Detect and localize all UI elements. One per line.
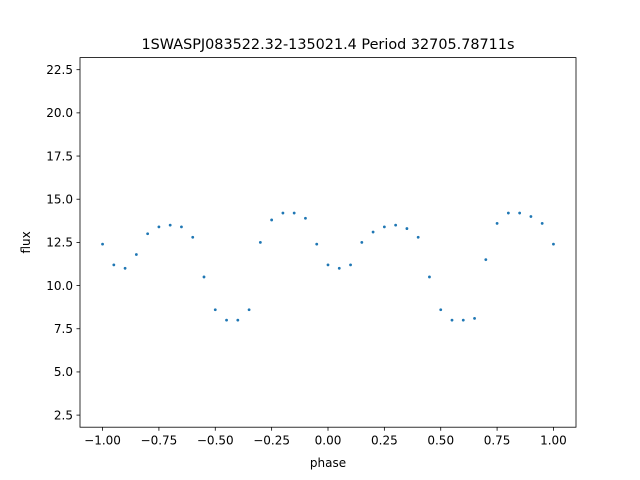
x-tick-label: 1.00 [540,434,567,448]
chart-title: 1SWASPJ083522.32-135021.4 Period 32705.7… [142,37,515,53]
data-point [552,242,555,246]
y-tick-label: 17.5 [46,149,73,163]
y-tick-label: 20.0 [46,106,73,120]
data-point [134,253,138,256]
data-point [371,230,375,234]
scatter-points [101,211,555,322]
x-tick-label: −1.00 [84,434,121,448]
x-tick-label: −0.75 [141,434,178,448]
data-point [428,275,431,279]
data-point [123,266,127,270]
data-point [495,222,499,225]
y-axis-label: flux [19,231,33,253]
data-point [405,227,409,230]
x-tick-label: 0.00 [315,434,342,448]
x-tick-label: −0.50 [197,434,234,448]
data-point [349,263,352,267]
data-point [382,225,386,229]
data-point [270,218,274,222]
data-point [101,242,104,246]
y-tick-label: 2.5 [54,408,73,422]
y-tick-label: 5.0 [54,365,73,379]
data-point [450,318,454,322]
data-point [506,211,510,215]
data-point [461,318,465,322]
data-point [439,308,443,312]
data-point [202,275,206,279]
x-tick-label: 0.50 [427,434,454,448]
data-point [180,225,183,229]
data-point [529,215,533,218]
data-point [281,211,285,215]
data-point [112,263,116,267]
data-point [394,223,398,227]
data-point [213,308,217,312]
data-point [168,223,172,227]
data-point [225,318,228,322]
y-tick-label: 10.0 [46,279,73,293]
data-point [146,232,150,236]
data-point [315,242,319,246]
data-point [304,216,307,220]
y-tick-label: 22.5 [46,63,73,77]
data-point [337,266,341,270]
x-axis-label: phase [310,456,346,470]
data-point [236,318,240,322]
y-tick-label: 12.5 [46,236,73,250]
x-tick-label: 0.25 [371,434,398,448]
data-point [157,225,161,229]
x-tick-label: 0.75 [484,434,511,448]
y-tick-label: 15.0 [46,193,73,207]
data-point [540,222,544,225]
data-point [292,211,296,215]
y-tick-label: 7.5 [54,322,73,336]
data-point [484,258,488,262]
x-tick-label: −0.25 [253,434,290,448]
x-axis-ticks: −1.00 −0.75 −0.50 −0.25 0.00 0.25 0.50 0.75 1.00 [84,427,567,448]
data-point [416,235,420,239]
data-point [258,241,262,244]
data-point [326,263,330,267]
data-point [191,235,195,239]
data-point [360,241,364,244]
y-axis-ticks: 2.5 5.0 7.5 10.0 12.5 15.0 17.5 20.0 22.5 [46,63,80,422]
data-point [518,211,522,215]
data-point [247,308,251,312]
data-point [473,316,476,320]
